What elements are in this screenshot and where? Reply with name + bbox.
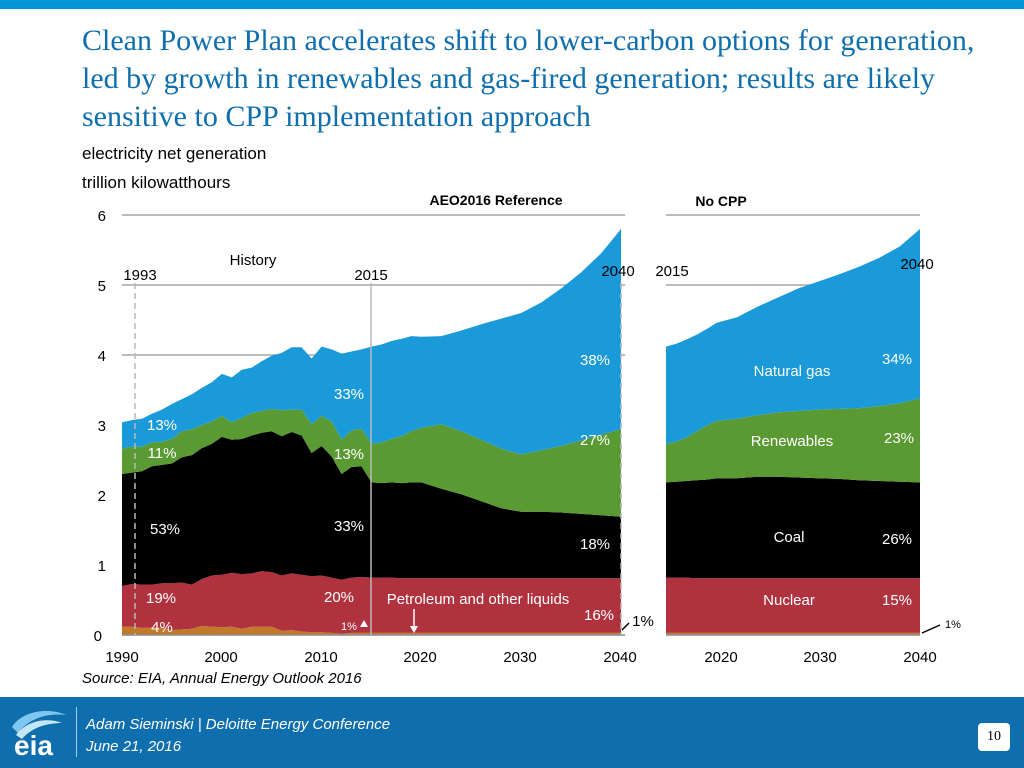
share-2015-renewables: 13% (334, 446, 364, 463)
share-2015-natural-gas: 33% (334, 386, 364, 403)
no-cpp-panel-areas (666, 229, 920, 635)
y-tick-label: 1 (98, 558, 106, 575)
x-tick-label: 1990 (105, 649, 138, 666)
share-1993-renewables: 11% (148, 445, 177, 462)
share-1993-nuclear: 19% (146, 590, 176, 607)
series-label-natural-gas: Natural gas (754, 363, 831, 380)
series-label-coal: Coal (774, 529, 805, 546)
pointer-ref-2040-petroleum (621, 622, 630, 631)
y-tick-label: 0 (94, 628, 102, 645)
x-tick-label: 2010 (304, 649, 337, 666)
share-1993-natural-gas: 13% (147, 417, 177, 434)
x-tick-label: 2040 (903, 649, 936, 666)
y-tick-label: 3 (98, 418, 106, 435)
series-label-renewables: Renewables (751, 433, 834, 450)
area-coal (666, 476, 920, 579)
chart-subtitle-measure: electricity net generation (82, 144, 267, 163)
slide-title: Clean Power Plan accelerates shift to lo… (82, 24, 975, 133)
share-ref2040-renewables: 27% (580, 432, 610, 449)
pointer-petroleum-head (410, 626, 418, 633)
x-tick-label: 2000 (204, 649, 237, 666)
chart-subtitle-unit: trillion kilowatthours (82, 173, 231, 192)
history-label: History (230, 252, 277, 269)
footer-presenter: Adam Sieminski | Deloitte Energy Confere… (86, 716, 391, 733)
share-nocpp2040-petroleum: 1% (945, 619, 961, 631)
x-tick-label: 2040 (603, 649, 636, 666)
y-tick-label: 6 (98, 208, 106, 225)
share-nocpp2040-renewables: 23% (884, 430, 914, 447)
area-natural-gas (666, 229, 920, 444)
area-natural-gas (122, 229, 621, 455)
panel-header-no-cpp: No CPP (695, 193, 746, 209)
year-label-2040-right: 2040 (900, 256, 933, 273)
eia-logo[interactable]: eia (8, 705, 70, 761)
year-label-2040-left: 2040 (601, 263, 634, 280)
share-1993-petroleum: 4% (151, 619, 173, 636)
y-tick-label: 5 (98, 278, 106, 295)
year-label-2015-right: 2015 (655, 263, 688, 280)
share-2015-coal: 33% (334, 518, 364, 535)
series-label-petroleum: Petroleum and other liquids (387, 591, 570, 608)
share-2015-nuclear: 20% (324, 589, 354, 606)
arrow-2015-petroleum (360, 620, 368, 627)
logo-swoosh (16, 720, 62, 739)
footer: eia Adam Sieminski | Deloitte Energy Con… (0, 697, 1024, 768)
area-renewables (666, 398, 920, 483)
share-ref2040-petroleum: 1% (632, 613, 654, 630)
area-nuclear (666, 577, 920, 633)
footer-divider (76, 707, 77, 757)
x-tick-label: 2030 (503, 649, 536, 666)
y-tick-label: 4 (98, 348, 106, 365)
series-label-nuclear: Nuclear (763, 592, 815, 609)
x-tick-label: 2030 (803, 649, 836, 666)
share-ref2040-nuclear: 16% (584, 607, 614, 624)
x-tick-label: 2020 (704, 649, 737, 666)
share-nocpp2040-natural-gas: 34% (882, 351, 912, 368)
logo-swoosh (12, 711, 66, 733)
share-ref2040-natural-gas: 38% (580, 352, 610, 369)
share-1993-coal: 53% (150, 521, 180, 538)
y-axis-ticks: 0 1 2 3 4 5 6 (94, 208, 106, 645)
source-note: Source: EIA, Annual Energy Outlook 2016 (82, 670, 362, 687)
share-2015-petroleum: 1% (341, 621, 357, 633)
generation-area-chart: 0 1 2 3 4 5 6 1990 2000 2010 2020 2030 2… (94, 192, 962, 666)
area-petroleum-and-other-liquids (122, 625, 621, 635)
logo-text: eia (14, 730, 53, 761)
footer-date: June 21, 2016 (86, 738, 182, 755)
x-tick-label: 2020 (403, 649, 436, 666)
page-number: 10 (978, 723, 1010, 751)
top-accent-bar (0, 0, 1024, 9)
share-nocpp2040-coal: 26% (882, 531, 912, 548)
share-ref2040-coal: 18% (580, 536, 610, 553)
pointer-nocpp-2040-petroleum (921, 624, 941, 634)
panel-header-reference: AEO2016 Reference (429, 192, 562, 208)
year-label-2015: 2015 (354, 267, 387, 284)
y-tick-label: 2 (98, 488, 106, 505)
year-label-1993: 1993 (123, 267, 156, 284)
share-nocpp2040-nuclear: 15% (882, 592, 912, 609)
